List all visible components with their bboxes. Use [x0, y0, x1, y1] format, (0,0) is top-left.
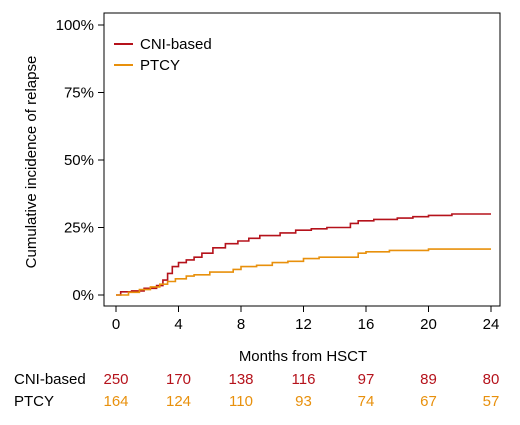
risk-value: 170	[166, 371, 191, 388]
x-axis-label: Months from HSCT	[239, 348, 367, 365]
risk-value: 110	[229, 393, 253, 410]
risk-value: 93	[295, 393, 312, 410]
risk-value: 74	[358, 393, 375, 410]
risk-value: 138	[228, 371, 253, 388]
risk-value: 67	[420, 393, 437, 410]
x-tick-label: 8	[237, 316, 245, 333]
series-line-cni-based	[116, 213, 491, 296]
risk-value: 89	[420, 371, 437, 388]
x-tick-label: 4	[174, 316, 182, 333]
risk-value: 250	[103, 371, 128, 388]
risk-row-label: CNI-based	[14, 371, 86, 388]
risk-value: 97	[358, 371, 375, 388]
y-tick-label: 75%	[64, 85, 94, 102]
y-tick-label: 0%	[72, 287, 94, 304]
risk-value: 116	[292, 371, 316, 388]
risk-value: 57	[483, 393, 500, 410]
legend-label: CNI-based	[140, 36, 212, 53]
x-tick-label: 20	[420, 316, 437, 333]
x-tick-label: 16	[358, 316, 375, 333]
axes: 0% 25% 50% 75% 100% 0 4 8 12 16 20 24	[56, 12, 501, 333]
series-line-ptcy	[116, 248, 491, 296]
x-tick-label: 12	[295, 316, 312, 333]
risk-value: 164	[103, 393, 128, 410]
series-layer	[116, 213, 491, 296]
y-tick-label: 100%	[56, 17, 94, 34]
y-tick-label: 25%	[64, 220, 94, 237]
legend: CNI-based PTCY	[114, 36, 212, 74]
x-tick-label: 24	[483, 316, 500, 333]
risk-table: CNI-based 250 170 138 116 97 89 80 PTCY 164 124 110…	[14, 371, 499, 410]
y-axis-label: Cumulative incidence of relapse	[23, 56, 40, 269]
risk-row-label: PTCY	[14, 393, 54, 410]
risk-value: 80	[483, 371, 500, 388]
legend-label: PTCY	[140, 57, 180, 74]
x-tick-label: 0	[112, 316, 120, 333]
risk-value: 124	[166, 393, 191, 410]
y-tick-label: 50%	[64, 152, 94, 169]
